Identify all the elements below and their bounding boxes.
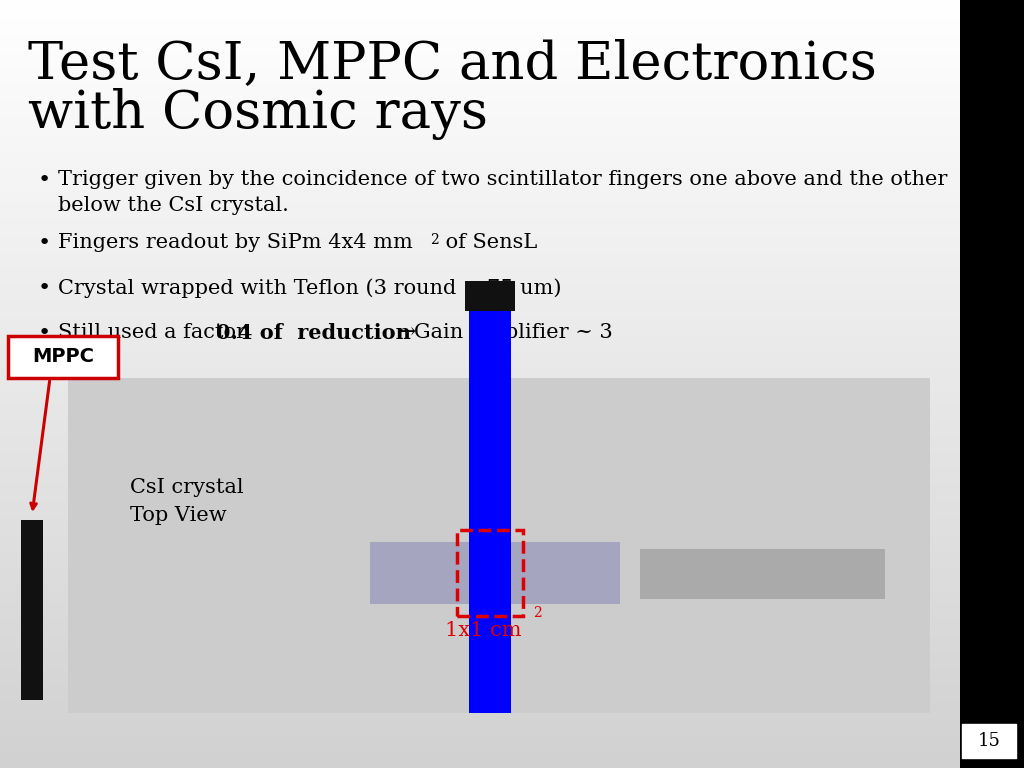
Text: MPPC: MPPC — [32, 347, 94, 366]
Bar — [370, 542, 620, 604]
Text: 0.4 of  reduction: 0.4 of reduction — [216, 323, 411, 343]
Bar — [962, 724, 1016, 758]
Text: •: • — [38, 278, 51, 298]
Bar — [22, 520, 43, 700]
Text: 2: 2 — [430, 233, 438, 247]
Bar — [469, 303, 511, 713]
Text: of SensL: of SensL — [439, 233, 538, 252]
Bar — [640, 549, 885, 599]
Bar — [8, 336, 118, 378]
Bar — [457, 530, 523, 616]
Text: Test CsI, MPPC and Electronics: Test CsI, MPPC and Electronics — [28, 38, 877, 89]
Text: Fingers readout by SiPm 4x4 mm: Fingers readout by SiPm 4x4 mm — [58, 233, 413, 252]
Bar — [68, 378, 930, 713]
Text: •: • — [38, 323, 51, 343]
Text: CsI crystal: CsI crystal — [130, 478, 244, 497]
Text: Top View: Top View — [130, 506, 226, 525]
Bar — [465, 281, 515, 311]
Text: with Cosmic rays: with Cosmic rays — [28, 88, 488, 140]
Bar — [961, 0, 1024, 768]
Text: •: • — [38, 170, 51, 190]
Text: Crystal wrapped with Teflon (3 round ~ 75 um): Crystal wrapped with Teflon (3 round ~ 7… — [58, 278, 561, 298]
Text: 1x1 cm: 1x1 cm — [445, 621, 521, 640]
Text: →: → — [392, 323, 423, 342]
Text: Still used a factor: Still used a factor — [58, 323, 253, 342]
Text: below the CsI crystal.: below the CsI crystal. — [58, 196, 289, 215]
Text: •: • — [38, 233, 51, 253]
Text: 15: 15 — [978, 732, 1000, 750]
Text: Trigger given by the coincidence of two scintillator fingers one above and the o: Trigger given by the coincidence of two … — [58, 170, 947, 189]
Text: 2: 2 — [534, 606, 542, 620]
Text: Gain Amplifier ~ 3: Gain Amplifier ~ 3 — [414, 323, 612, 342]
